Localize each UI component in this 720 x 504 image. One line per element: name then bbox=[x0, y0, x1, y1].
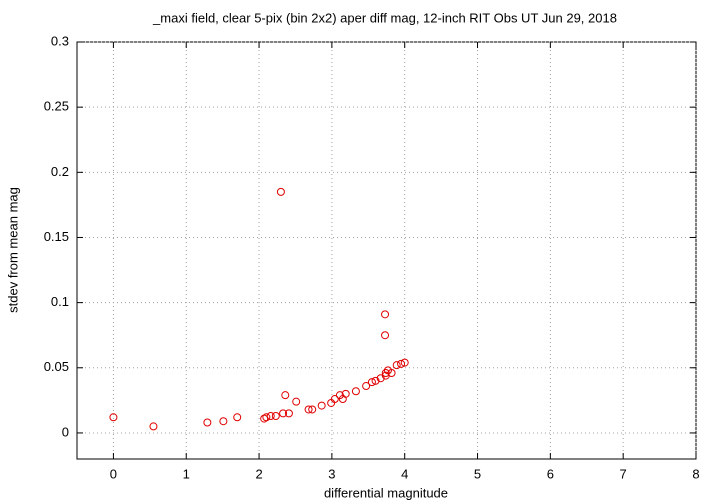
point bbox=[351, 387, 360, 396]
point bbox=[281, 391, 290, 400]
point bbox=[262, 413, 271, 422]
point bbox=[284, 409, 293, 418]
y-tick-label: 0.3 bbox=[51, 33, 69, 48]
point bbox=[341, 389, 350, 398]
x-axis-label: differential magnitude bbox=[324, 485, 448, 500]
point bbox=[233, 413, 242, 422]
point bbox=[276, 187, 285, 196]
point bbox=[371, 376, 380, 385]
point bbox=[203, 418, 212, 427]
x-tick-label: 2 bbox=[255, 466, 262, 481]
x-tick-label: 1 bbox=[183, 466, 190, 481]
y-tick-label: 0.2 bbox=[51, 164, 69, 179]
y-tick-label: 0.05 bbox=[44, 359, 69, 374]
point bbox=[260, 414, 269, 423]
point bbox=[381, 331, 390, 340]
point bbox=[308, 405, 317, 414]
x-tick-label: 4 bbox=[401, 466, 408, 481]
point bbox=[109, 413, 118, 422]
point bbox=[317, 401, 326, 410]
point bbox=[219, 417, 228, 426]
y-tick-label: 0.15 bbox=[44, 229, 69, 244]
x-tick-label: 0 bbox=[110, 466, 117, 481]
x-tick-label: 5 bbox=[474, 466, 481, 481]
point bbox=[376, 374, 385, 383]
point bbox=[392, 361, 401, 370]
plot-border bbox=[76, 41, 697, 460]
x-tick-label: 7 bbox=[620, 466, 627, 481]
point bbox=[292, 397, 301, 406]
y-axis-label: stdev from mean mag bbox=[5, 187, 20, 313]
point bbox=[266, 411, 275, 420]
y-tick-label: 0.1 bbox=[51, 294, 69, 309]
y-tick-label: 0.25 bbox=[44, 99, 69, 114]
point bbox=[362, 382, 371, 391]
x-tick-label: 6 bbox=[547, 466, 554, 481]
point bbox=[387, 368, 396, 377]
point bbox=[304, 405, 313, 414]
point bbox=[330, 395, 339, 404]
point bbox=[149, 422, 158, 431]
x-tick-label: 8 bbox=[692, 466, 699, 481]
y-tick-label: 0 bbox=[62, 424, 69, 439]
point bbox=[381, 310, 390, 319]
point bbox=[279, 409, 288, 418]
point bbox=[400, 358, 409, 367]
chart-title: _maxi field, clear 5-pix (bin 2x2) aper … bbox=[152, 10, 617, 25]
point bbox=[367, 378, 376, 387]
x-tick-label: 3 bbox=[328, 466, 335, 481]
point bbox=[381, 368, 390, 377]
point bbox=[271, 411, 280, 420]
point bbox=[397, 359, 406, 368]
